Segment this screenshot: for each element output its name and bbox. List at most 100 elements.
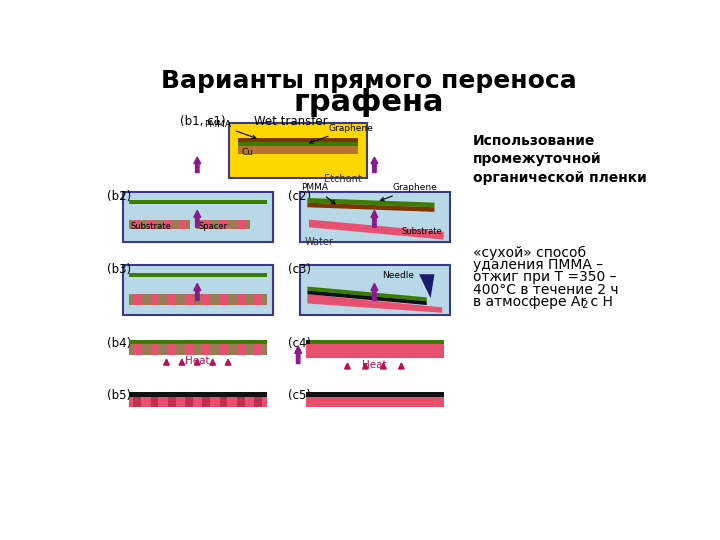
Bar: [163, 220, 171, 229]
Bar: [306, 340, 310, 345]
Bar: [122, 192, 273, 242]
Text: PMMA: PMMA: [302, 183, 335, 204]
Bar: [185, 397, 193, 408]
Bar: [219, 220, 227, 229]
Text: Heat: Heat: [185, 356, 210, 366]
Text: отжиг при Т =350 –: отжиг при Т =350 –: [473, 271, 616, 285]
FancyArrow shape: [371, 211, 378, 227]
Bar: [300, 192, 450, 242]
FancyArrow shape: [194, 157, 201, 173]
Bar: [133, 345, 141, 355]
Text: Использование
промежуточной
органической пленки: Использование промежуточной органической…: [473, 134, 647, 185]
Polygon shape: [307, 287, 427, 301]
Bar: [185, 345, 193, 355]
Text: в атмосфере Ar с H: в атмосфере Ar с H: [473, 295, 613, 309]
Bar: [238, 146, 359, 154]
Text: Water: Water: [305, 237, 333, 247]
Bar: [185, 294, 193, 305]
Text: 2: 2: [581, 300, 588, 309]
Polygon shape: [419, 274, 434, 298]
Text: 400°С в течение 2 ч: 400°С в течение 2 ч: [473, 283, 618, 296]
Bar: [220, 345, 228, 355]
Text: «сухой» способ: «сухой» способ: [473, 246, 586, 260]
Bar: [229, 123, 367, 178]
Bar: [179, 220, 186, 229]
Bar: [237, 397, 245, 408]
Bar: [129, 345, 266, 355]
Bar: [202, 345, 210, 355]
Bar: [150, 345, 158, 355]
Text: (b2): (b2): [107, 190, 132, 203]
Polygon shape: [307, 291, 427, 305]
Bar: [196, 220, 250, 229]
Bar: [122, 265, 273, 315]
Polygon shape: [307, 198, 434, 207]
Bar: [196, 220, 250, 229]
Polygon shape: [309, 220, 444, 240]
Bar: [202, 294, 210, 305]
Bar: [254, 345, 262, 355]
Text: Варианты прямого переноса: Варианты прямого переноса: [161, 69, 577, 93]
FancyArrow shape: [294, 346, 302, 363]
Bar: [129, 294, 266, 305]
FancyArrow shape: [194, 284, 201, 300]
Text: (c2): (c2): [288, 190, 311, 203]
Text: (b1, c1): (b1, c1): [180, 115, 226, 128]
Polygon shape: [307, 294, 442, 313]
Bar: [237, 220, 245, 229]
FancyArrow shape: [371, 157, 378, 173]
Text: (b3): (b3): [107, 264, 131, 276]
Bar: [168, 345, 176, 355]
Text: PMMA: PMMA: [204, 120, 256, 139]
FancyArrow shape: [194, 211, 201, 227]
Text: Substrate: Substrate: [130, 222, 171, 231]
Bar: [168, 294, 176, 305]
Text: графена: графена: [294, 88, 444, 117]
Bar: [238, 138, 359, 142]
Text: (b5): (b5): [107, 389, 131, 402]
Bar: [237, 294, 245, 305]
Text: Graphene: Graphene: [380, 183, 437, 201]
Text: Graphene: Graphene: [310, 124, 374, 143]
Text: Substrate: Substrate: [402, 226, 442, 235]
Bar: [306, 397, 444, 408]
Text: Cu: Cu: [241, 148, 253, 157]
Bar: [237, 345, 245, 355]
Bar: [306, 340, 444, 345]
Bar: [306, 345, 444, 358]
Bar: [150, 294, 158, 305]
Polygon shape: [307, 202, 434, 212]
Bar: [133, 220, 140, 229]
Bar: [129, 340, 266, 345]
Text: Heat: Heat: [362, 360, 387, 370]
Bar: [201, 220, 209, 229]
Bar: [168, 397, 176, 408]
Text: Wet transfer: Wet transfer: [253, 115, 327, 128]
Bar: [129, 273, 266, 278]
Bar: [129, 220, 190, 229]
Text: Needle: Needle: [382, 271, 414, 280]
FancyArrow shape: [371, 284, 378, 300]
Bar: [148, 220, 156, 229]
Text: (c3): (c3): [288, 264, 311, 276]
Bar: [220, 397, 228, 408]
Bar: [133, 397, 141, 408]
Bar: [238, 142, 359, 146]
Bar: [300, 265, 450, 315]
Bar: [133, 294, 141, 305]
Bar: [129, 200, 266, 204]
Bar: [129, 397, 266, 408]
Text: (c5): (c5): [288, 389, 311, 402]
Text: Etchant: Etchant: [323, 174, 361, 184]
Text: удаления ПММА –: удаления ПММА –: [473, 258, 603, 272]
Bar: [306, 392, 444, 397]
Bar: [150, 397, 158, 408]
Bar: [202, 397, 210, 408]
Bar: [254, 294, 262, 305]
Bar: [254, 397, 262, 408]
Text: (b4): (b4): [107, 336, 132, 349]
Bar: [129, 392, 266, 397]
Text: (c4): (c4): [288, 336, 311, 349]
Bar: [220, 294, 228, 305]
Text: Spacer: Spacer: [198, 222, 228, 231]
